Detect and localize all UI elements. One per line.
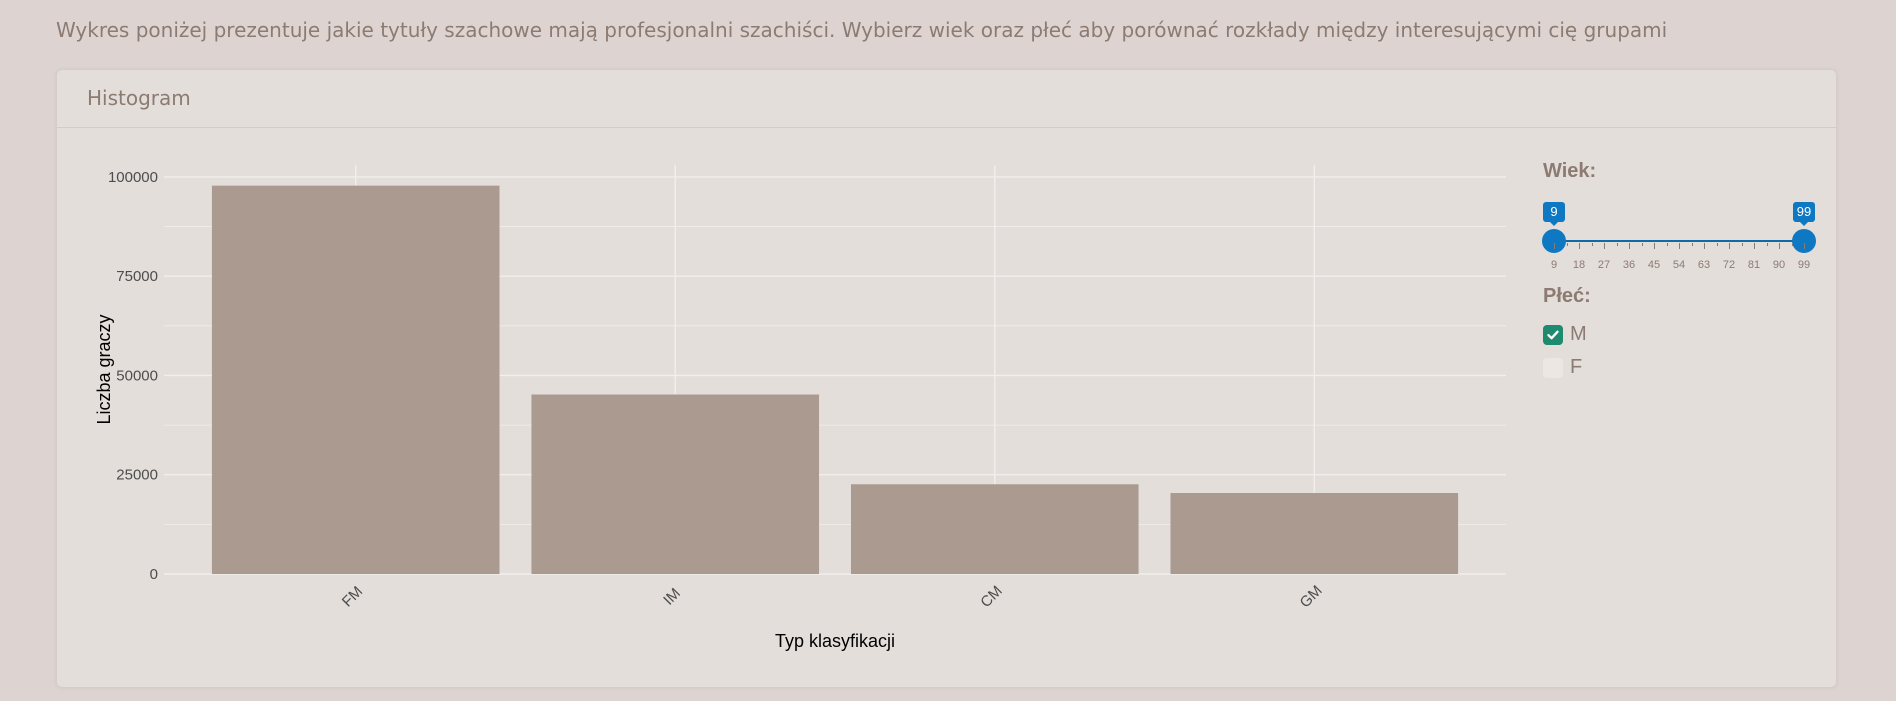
slider-minor-tick [1716, 243, 1718, 246]
slider-minor-tick [1691, 243, 1693, 246]
x-tick-label: GM [1297, 582, 1326, 611]
slider-tick [1729, 243, 1730, 249]
slider-minor-tick [1791, 243, 1793, 246]
slider-minor-tick [1766, 243, 1768, 246]
slider-tick [1554, 243, 1555, 249]
age-range-slider[interactable]: 9 99 9 18 27 36 45 54 63 72 81 90 99 [1542, 191, 1816, 271]
x-tick-label: CM [977, 583, 1006, 612]
slider-tick-label: 18 [1572, 259, 1586, 271]
slider-tick-label: 36 [1622, 259, 1636, 271]
slider-tick [1604, 243, 1605, 249]
slider-tick-label: 90 [1772, 259, 1786, 271]
slider-ticks: 9 18 27 36 45 54 63 72 81 90 99 [1543, 243, 1810, 273]
card-header: Histogram [57, 70, 1836, 128]
slider-tick [1779, 243, 1780, 249]
slider-track[interactable] [1553, 240, 1803, 242]
gender-option-m[interactable]: M [1543, 318, 1823, 351]
x-tick-label: FM [339, 583, 366, 610]
gender-option-f-label: F [1570, 356, 1583, 378]
check-icon [1547, 330, 1559, 339]
checkbox-m[interactable] [1543, 324, 1563, 345]
slider-tick-label: 72 [1722, 259, 1736, 271]
gender-label: Płeć: [1543, 285, 1591, 307]
y-tick-label: 25000 [116, 467, 158, 484]
slider-tick [1804, 243, 1805, 249]
slider-tick-label: 27 [1597, 259, 1611, 271]
slider-to-handle[interactable] [1792, 229, 1816, 253]
checkbox-f[interactable] [1543, 357, 1563, 378]
slider-minor-tick [1641, 243, 1643, 246]
slider-tick [1654, 243, 1655, 249]
intro-text: Wykres poniżej prezentuje jakie tytuły s… [56, 18, 1668, 42]
x-tick-label: IM [660, 585, 684, 609]
slider-tick-label: 45 [1647, 259, 1661, 271]
slider-minor-tick [1591, 243, 1593, 246]
slider-tick-label: 54 [1672, 259, 1686, 271]
filter-controls: Wiek: 9 99 9 18 27 36 45 54 63 72 81 90 99 Płeć: M… [1542, 160, 1823, 384]
slider-to-value: 99 [1793, 202, 1815, 226]
slider-tick [1704, 243, 1705, 249]
slider-from-handle[interactable] [1542, 229, 1566, 253]
slider-tick [1579, 243, 1580, 249]
y-axis-title: Liczba graczy [94, 314, 114, 424]
slider-minor-tick [1616, 243, 1618, 246]
histogram-card: Histogram 0 25000 50000 75000 100000 FM IM CM GM… [56, 69, 1837, 688]
bar-gm [1170, 492, 1459, 574]
gender-option-m-label: M [1570, 323, 1587, 345]
slider-minor-tick [1741, 243, 1743, 246]
slider-minor-tick [1666, 243, 1668, 246]
slider-from-value: 9 [1543, 202, 1565, 226]
y-tick-label: 75000 [116, 268, 158, 285]
slider-tick [1629, 243, 1630, 249]
histogram-chart: 0 25000 50000 75000 100000 FM IM CM GM Typ klasyf… [94, 165, 1506, 651]
slider-tick [1679, 243, 1680, 249]
y-tick-label: 0 [150, 566, 158, 583]
slider-tick-label: 9 [1550, 259, 1558, 271]
gender-option-f[interactable]: F [1543, 351, 1823, 384]
bar-im [531, 394, 820, 574]
y-tick-label: 100000 [108, 169, 158, 186]
slider-minor-tick [1566, 243, 1568, 246]
slider-tick-label: 99 [1797, 259, 1811, 271]
slider-tick [1754, 243, 1755, 249]
x-axis-title: Typ klasyfikacji [775, 631, 895, 651]
bar-cm [850, 484, 1139, 574]
y-tick-label: 50000 [116, 367, 158, 384]
slider-tick-label: 81 [1747, 259, 1761, 271]
slider-tick-label: 63 [1697, 259, 1711, 271]
age-label: Wiek: [1543, 160, 1597, 182]
card-title: Histogram [87, 86, 191, 110]
bar-fm [211, 185, 500, 574]
